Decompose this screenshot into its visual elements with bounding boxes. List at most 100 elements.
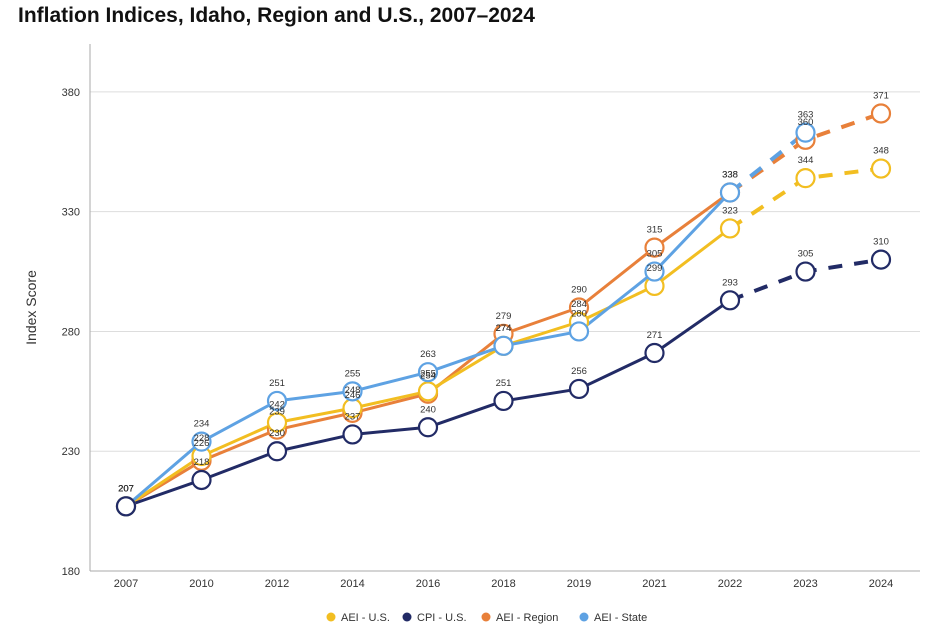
data-label: 360 <box>798 117 814 128</box>
y-tick-label: 280 <box>62 326 80 338</box>
data-label: 323 <box>722 205 738 216</box>
data-point <box>493 390 514 412</box>
data-label: 237 <box>345 411 361 422</box>
legend-swatch <box>402 612 412 622</box>
x-tick-label: 2021 <box>642 578 666 590</box>
data-labels: 2072262392462542792903153383603712072282… <box>118 90 889 494</box>
data-label: 246 <box>345 390 361 401</box>
y-tick-label: 180 <box>62 566 80 578</box>
data-label: 371 <box>873 90 889 101</box>
legend-item-label: AEI - U.S. <box>341 612 390 624</box>
data-label: 207 <box>118 483 134 494</box>
legend-item-label: AEI - State <box>594 612 647 624</box>
data-label: 310 <box>873 237 889 248</box>
data-label: 263 <box>420 349 436 360</box>
data-point <box>870 103 892 124</box>
data-label: 344 <box>798 155 814 166</box>
data-label: 256 <box>571 366 587 377</box>
data-point <box>493 335 514 356</box>
data-point <box>719 182 741 203</box>
data-point <box>266 412 288 433</box>
data-point <box>795 122 816 143</box>
x-tick-label: 2016 <box>416 578 440 590</box>
data-label: 338 <box>722 170 738 181</box>
data-label: 299 <box>647 263 663 274</box>
series-line-projected <box>728 131 807 195</box>
data-point <box>417 362 439 383</box>
y-tick-label: 380 <box>62 87 80 99</box>
x-tick-label: 2012 <box>265 578 289 590</box>
data-label: 363 <box>798 110 814 121</box>
data-label: 315 <box>647 225 663 236</box>
data-point <box>719 218 741 239</box>
data-point <box>191 469 212 491</box>
data-point <box>342 381 363 402</box>
data-label: 242 <box>269 399 285 410</box>
data-label: 305 <box>647 249 663 260</box>
y-tick-label: 230 <box>62 446 80 458</box>
data-label: 218 <box>194 457 210 468</box>
x-tick-label: 2018 <box>491 578 515 590</box>
data-label: 255 <box>345 368 361 379</box>
data-point <box>568 321 590 342</box>
legend-item-label: AEI - Region <box>496 612 558 624</box>
legend-swatch <box>579 612 589 622</box>
x-tick-label: 2014 <box>340 578 364 590</box>
data-label: 254 <box>420 371 436 382</box>
data-point <box>266 390 288 412</box>
data-label: 290 <box>571 285 587 296</box>
data-point <box>644 261 665 282</box>
data-point <box>191 431 212 452</box>
data-label: 338 <box>722 170 738 181</box>
data-label: 284 <box>571 299 587 310</box>
data-label: 305 <box>798 249 814 260</box>
data-label: 274 <box>496 323 512 334</box>
data-label: 251 <box>269 378 285 389</box>
data-label: 240 <box>420 404 436 415</box>
legend: AEI - U.S. CPI - U.S. AEI - Region AEI - St… <box>326 612 647 624</box>
data-point <box>644 342 665 364</box>
x-tick-label: 2007 <box>114 578 138 590</box>
data-label: 279 <box>496 311 512 322</box>
data-point <box>870 158 892 179</box>
legend-item-label: CPI - U.S. <box>417 612 467 624</box>
legend-swatch <box>481 612 491 622</box>
data-point <box>795 261 816 282</box>
data-label: 280 <box>571 308 587 319</box>
data-point <box>266 441 288 462</box>
y-tick-label: 330 <box>62 207 80 219</box>
data-label: 274 <box>496 323 512 334</box>
data-label: 207 <box>118 483 134 494</box>
x-tick-label: 2024 <box>869 578 893 590</box>
data-label: 207 <box>118 483 134 494</box>
series-layer <box>115 103 892 517</box>
data-label: 251 <box>496 378 512 389</box>
y-axis-title: Index Score <box>23 270 39 345</box>
data-point <box>342 424 363 445</box>
data-label: 255 <box>420 368 436 379</box>
data-label: 348 <box>873 146 889 157</box>
data-label: 248 <box>345 385 361 396</box>
chart-title: Inflation Indices, Idaho, Region and U.S… <box>18 4 535 27</box>
axes: 180 230 280 330 380 2007 2010 2012 2014 2016 2018 2… <box>23 44 920 590</box>
x-tick-label: 2022 <box>718 578 742 590</box>
data-label: 207 <box>118 483 134 494</box>
legend-swatch <box>326 612 336 622</box>
data-point <box>644 237 665 258</box>
data-point <box>870 249 892 270</box>
data-label: 293 <box>722 277 738 288</box>
data-label: 234 <box>194 419 210 430</box>
data-label: 228 <box>194 433 210 444</box>
x-tick-label: 2023 <box>793 578 817 590</box>
data-point <box>568 378 590 400</box>
data-point <box>795 168 816 189</box>
data-label: 271 <box>647 330 663 341</box>
data-label: 226 <box>194 438 210 449</box>
data-label: 230 <box>269 428 285 439</box>
data-point <box>417 417 439 438</box>
data-point <box>719 290 741 311</box>
x-tick-label: 2010 <box>189 578 213 590</box>
data-point <box>115 496 137 517</box>
data-point <box>417 381 439 402</box>
